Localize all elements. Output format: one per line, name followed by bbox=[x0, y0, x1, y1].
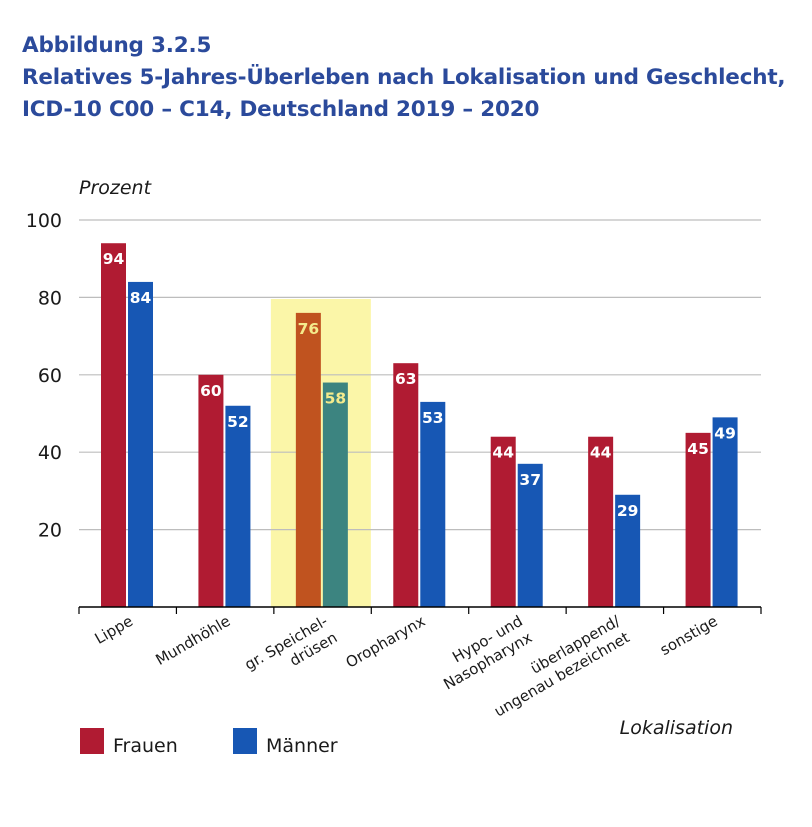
bar-value-label: 58 bbox=[325, 390, 347, 408]
bar-maenner bbox=[322, 382, 348, 607]
figure-label: Abbildung 3.2.5 bbox=[22, 33, 212, 58]
bar-maenner bbox=[712, 417, 738, 607]
figure-heading: Abbildung 3.2.5 Relatives 5-Jahres-Überl… bbox=[22, 30, 786, 126]
y-tick-label-20: 20 bbox=[38, 520, 62, 542]
figure-title-line-2: ICD-10 C00 – C14, Deutschland 2019 – 202… bbox=[22, 97, 540, 122]
bar-value-label: 52 bbox=[227, 413, 249, 431]
bar-maenner bbox=[517, 463, 543, 607]
bar-value-label: 49 bbox=[714, 424, 736, 442]
legend-label-maenner: Männer bbox=[266, 735, 338, 757]
bar-frauen bbox=[685, 432, 711, 607]
bar-frauen bbox=[393, 363, 419, 607]
bar-maenner bbox=[615, 494, 641, 607]
legend: Frauen Männer bbox=[80, 728, 338, 757]
y-tick-label-100: 100 bbox=[26, 210, 62, 232]
category-label-line: sonstige bbox=[657, 612, 721, 659]
y-tick-label-40: 40 bbox=[38, 442, 62, 464]
bar-frauen bbox=[588, 436, 614, 607]
gridlines: 20 40 60 80 100 bbox=[26, 210, 761, 542]
bar-maenner bbox=[420, 401, 446, 607]
bar-value-label: 53 bbox=[422, 409, 444, 427]
category-label: Lippe bbox=[92, 612, 136, 648]
category-label-line: Mundhöhle bbox=[152, 612, 233, 669]
bar-frauen bbox=[198, 374, 224, 607]
category-label: Oropharynx bbox=[343, 612, 429, 672]
figure-title-line-1: Relatives 5-Jahres-Überleben nach Lokali… bbox=[22, 65, 786, 90]
bar-value-label: 60 bbox=[200, 382, 222, 400]
category-labels: Lippe Mundhöhle gr. Speichel-drüsen Orophar… bbox=[92, 611, 721, 720]
y-axis-title: Prozent bbox=[79, 177, 153, 199]
category-label: gr. Speichel-drüsen bbox=[241, 612, 340, 674]
legend-label-frauen: Frauen bbox=[113, 735, 178, 757]
axes bbox=[78, 606, 762, 614]
legend-swatch-frauen bbox=[80, 728, 104, 754]
category-label: sonstige bbox=[657, 612, 721, 659]
bar-frauen bbox=[101, 243, 126, 607]
bar-value-label: 76 bbox=[298, 320, 320, 338]
bar-frauen bbox=[295, 312, 321, 607]
bar-value-label: 45 bbox=[687, 440, 709, 458]
bar-value-label: 37 bbox=[519, 471, 541, 489]
bar-value-label: 29 bbox=[617, 502, 639, 520]
bar-value-label: 63 bbox=[395, 370, 417, 388]
y-tick-label-60: 60 bbox=[38, 365, 62, 387]
bar-value-label: 44 bbox=[492, 444, 514, 462]
bar-frauen bbox=[490, 436, 516, 607]
bar-value-labels: 94 84 60 52 76 58 63 53 44 37 44 29 45 49 bbox=[103, 250, 736, 520]
bar-value-label: 44 bbox=[590, 444, 612, 462]
category-label-line: Oropharynx bbox=[343, 612, 429, 672]
category-label: Mundhöhle bbox=[152, 612, 233, 669]
category-label-line: Lippe bbox=[92, 612, 136, 648]
x-axis-title: Lokalisation bbox=[620, 717, 733, 739]
bar-maenner bbox=[128, 281, 153, 607]
legend-swatch-maenner bbox=[233, 728, 257, 754]
y-tick-label-80: 80 bbox=[38, 287, 62, 309]
bar-maenner bbox=[225, 405, 251, 607]
bar-value-label: 84 bbox=[130, 289, 152, 307]
bar-value-label: 94 bbox=[103, 250, 125, 268]
bars bbox=[101, 243, 738, 607]
